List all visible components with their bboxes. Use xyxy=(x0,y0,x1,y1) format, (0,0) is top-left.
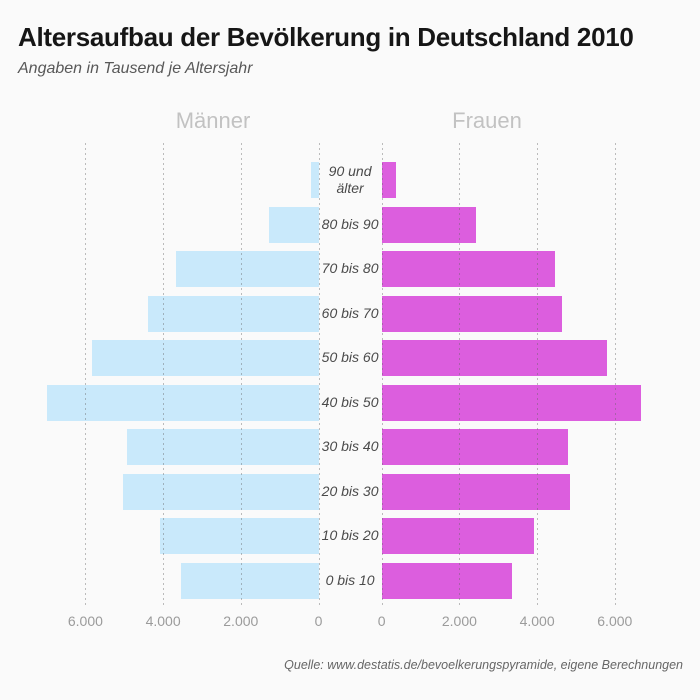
female-bar-cell xyxy=(381,206,682,243)
female-bar-cell xyxy=(381,384,682,421)
pyramid-chart: 6.000 4.000 2.000 0 0 2.000 4.000 6.000 90 und ä… xyxy=(18,143,682,643)
female-bar xyxy=(381,562,512,599)
left-gridline xyxy=(318,143,320,607)
age-group-label: 90 und älter xyxy=(328,162,372,197)
chart-title: Altersaufbau der Bevölkerung in Deutschl… xyxy=(18,22,634,52)
age-group-label: 0 bis 10 xyxy=(325,571,375,588)
male-bar xyxy=(269,206,319,243)
age-group-row: 40 bis 50 xyxy=(18,384,682,421)
male-bar-cell xyxy=(18,384,319,421)
male-bar xyxy=(159,518,319,554)
age-group-row: 20 bis 30 xyxy=(18,473,682,510)
age-group-row: 60 bis 70 xyxy=(18,295,682,332)
age-group-row: 10 bis 20 xyxy=(18,518,682,554)
right-axis-tick-label: 4.000 xyxy=(519,613,555,629)
age-group-label: 50 bis 60 xyxy=(321,349,379,366)
female-bar xyxy=(381,295,562,332)
female-bar xyxy=(381,384,642,421)
right-gridline xyxy=(381,143,383,607)
right-gridline xyxy=(537,143,539,607)
male-bar xyxy=(47,384,319,421)
male-bar-cell xyxy=(18,429,319,465)
age-group-row: 70 bis 80 xyxy=(18,251,682,287)
male-bar xyxy=(123,473,319,510)
female-bar xyxy=(381,206,476,243)
source-note: Quelle: www.destatis.de/bevoelkerungspyr… xyxy=(284,658,683,672)
age-group-row: 30 bis 40 xyxy=(18,429,682,465)
left-axis-tick-label: 2.000 xyxy=(223,613,259,629)
male-bar xyxy=(181,562,319,599)
male-bar-cell xyxy=(18,206,319,243)
male-bar-cell xyxy=(18,340,319,376)
male-series-header: Männer xyxy=(175,108,251,133)
female-bar xyxy=(381,162,397,198)
male-bar xyxy=(126,429,319,465)
left-gridline xyxy=(85,143,87,607)
male-bar-cell xyxy=(18,295,319,332)
male-bar xyxy=(311,162,319,198)
female-bar xyxy=(381,518,534,554)
age-group-row: 90 und älter xyxy=(18,162,682,198)
left-axis-tick-label: 4.000 xyxy=(145,613,181,629)
age-group-label: 60 bis 70 xyxy=(321,304,379,321)
female-bar-cell xyxy=(381,429,682,465)
pyramid-rows: 90 und älter 80 bis 90 70 bis 80 60 bis 70 5… xyxy=(18,162,682,607)
female-bar-cell xyxy=(381,473,682,510)
female-bar xyxy=(381,429,569,465)
right-axis-tick-label: 6.000 xyxy=(597,613,633,629)
age-group-label: 40 bis 50 xyxy=(321,393,379,410)
male-bar xyxy=(92,340,319,376)
female-series-header: Frauen xyxy=(452,108,522,133)
age-group-label: 30 bis 40 xyxy=(321,438,379,455)
right-gridline xyxy=(614,143,616,607)
left-gridline xyxy=(163,143,165,607)
female-bar xyxy=(381,251,555,287)
age-group-row: 50 bis 60 xyxy=(18,340,682,376)
female-bar-cell xyxy=(381,518,682,554)
female-bar xyxy=(381,473,570,510)
left-axis-tick-label: 6.000 xyxy=(67,613,103,629)
right-axis-tick-label: 2.000 xyxy=(441,613,477,629)
female-bar-cell xyxy=(381,251,682,287)
female-bar-cell xyxy=(381,562,682,599)
age-group-label: 10 bis 20 xyxy=(321,527,379,544)
female-bar-cell xyxy=(381,162,682,198)
male-bar-cell xyxy=(18,162,319,198)
age-group-label: 20 bis 30 xyxy=(321,482,379,499)
female-bar xyxy=(381,340,608,376)
female-bar-cell xyxy=(381,340,682,376)
age-group-row: 80 bis 90 xyxy=(18,206,682,243)
male-bar-cell xyxy=(18,562,319,599)
right-axis-tick-label: 0 xyxy=(377,613,386,629)
male-bar-cell xyxy=(18,473,319,510)
age-group-label: 70 bis 80 xyxy=(321,260,379,277)
age-group-label: 80 bis 90 xyxy=(321,215,379,232)
male-bar-cell xyxy=(18,251,319,287)
age-group-row: 0 bis 10 xyxy=(18,562,682,599)
left-axis-tick-label: 0 xyxy=(314,613,323,629)
female-bar-cell xyxy=(381,295,682,332)
right-gridline xyxy=(459,143,461,607)
left-gridline xyxy=(240,143,242,607)
male-bar xyxy=(148,295,319,332)
male-bar xyxy=(175,251,319,287)
male-bar-cell xyxy=(18,518,319,554)
chart-subtitle: Angaben in Tausend je Altersjahr xyxy=(18,60,253,77)
